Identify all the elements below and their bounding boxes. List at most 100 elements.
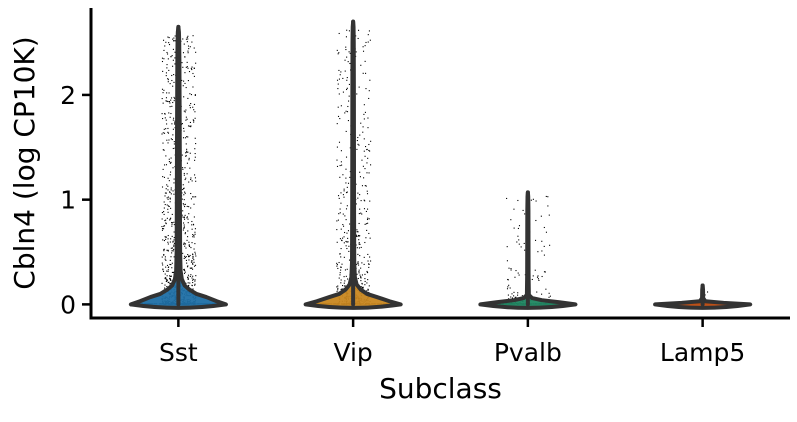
jitter-point — [358, 242, 360, 244]
jitter-point — [186, 136, 188, 138]
jitter-point — [173, 37, 175, 39]
jitter-point — [190, 267, 192, 269]
jitter-point — [345, 245, 347, 247]
jitter-point — [171, 74, 173, 77]
jitter-point — [189, 167, 191, 169]
jitter-point — [347, 230, 350, 232]
jitter-point — [162, 118, 164, 120]
jitter-point — [166, 92, 168, 94]
jitter-point — [344, 285, 346, 287]
jitter-point — [510, 268, 512, 270]
jitter-point — [189, 104, 191, 106]
jitter-point — [345, 182, 347, 184]
jitter-point — [356, 229, 358, 231]
jitter-point — [337, 88, 339, 90]
jitter-point — [191, 224, 193, 226]
jitter-point — [173, 182, 175, 184]
jitter-point — [173, 242, 176, 245]
jitter-point — [187, 38, 189, 40]
jitter-point — [172, 271, 175, 273]
jitter-point — [189, 275, 191, 278]
jitter-point — [336, 290, 338, 292]
jitter-point — [338, 93, 340, 95]
jitter-point — [531, 278, 533, 281]
jitter-point — [365, 88, 367, 90]
jitter-point — [166, 204, 168, 206]
jitter-point — [360, 200, 362, 202]
jitter-point — [344, 231, 346, 234]
jitter-point — [171, 250, 173, 252]
jitter-point — [364, 200, 366, 202]
jitter-point — [188, 206, 190, 208]
jitter-point — [187, 218, 189, 220]
jitter-point — [185, 116, 187, 118]
jitter-point — [167, 250, 169, 252]
jitter-point — [368, 172, 370, 174]
jitter-point — [161, 218, 163, 220]
jitter-point — [189, 245, 191, 247]
jitter-point — [340, 256, 342, 258]
jitter-point — [171, 252, 173, 254]
jitter-point — [169, 191, 171, 193]
jitter-point — [173, 96, 175, 98]
jitter-point — [171, 221, 173, 224]
jitter-point — [194, 233, 196, 235]
jitter-point — [358, 247, 361, 249]
jitter-point — [186, 150, 188, 152]
jitter-point — [167, 189, 169, 191]
y-tick-label: 0 — [60, 290, 76, 319]
jitter-point — [517, 294, 519, 296]
jitter-point — [348, 30, 350, 32]
tick-labels-layer: Sst Vip Pvalb Lamp5 0 1 2 — [60, 81, 745, 367]
jitter-point — [348, 51, 350, 53]
jitter-point — [193, 203, 195, 205]
jitter-point — [192, 236, 194, 238]
jitter-point — [168, 100, 170, 103]
jitter-point — [347, 105, 349, 108]
jitter-point — [518, 274, 520, 276]
jitter-point — [166, 123, 168, 125]
jitter-point — [192, 35, 194, 37]
jitter-point — [166, 249, 168, 251]
jitter-point — [188, 213, 190, 215]
x-tick-label: Pvalb — [494, 338, 562, 367]
jitter-point — [184, 167, 186, 169]
jitter-point — [183, 224, 185, 226]
jitter-point — [161, 229, 163, 231]
jitter-point — [168, 205, 170, 208]
jitter-point — [165, 238, 167, 240]
jitter-point — [336, 265, 338, 267]
jitter-point — [358, 222, 360, 225]
jitter-point — [356, 93, 358, 95]
jitter-point — [188, 284, 190, 287]
jitter-point — [185, 155, 187, 157]
jitter-point — [169, 116, 171, 118]
jitter-point — [340, 269, 342, 271]
jitter-point — [182, 229, 184, 231]
jitter-point — [166, 67, 168, 69]
jitter-point — [171, 123, 173, 125]
jitter-point — [193, 265, 196, 267]
jitter-point — [187, 285, 190, 287]
jitter-point — [165, 277, 167, 279]
jitter-point — [164, 192, 166, 194]
jitter-point — [194, 283, 196, 285]
jitter-point — [370, 140, 372, 142]
jitter-point — [167, 185, 169, 187]
jitter-point — [367, 217, 369, 219]
y-tick-label: 2 — [60, 81, 76, 110]
jitter-point — [370, 164, 372, 166]
jitter-point — [361, 286, 363, 288]
jitter-point — [364, 280, 366, 283]
jitter-point — [171, 55, 173, 57]
jitter-point — [163, 240, 165, 242]
jitter-point — [366, 282, 368, 284]
jitter-point — [361, 262, 363, 264]
jitter-point — [363, 138, 365, 140]
jitter-point — [192, 263, 194, 265]
jitter-point — [339, 212, 341, 214]
jitter-point — [190, 177, 192, 179]
y-axis-label: Cbln4 (log CP10K) — [8, 36, 41, 289]
jitter-point — [169, 106, 171, 108]
jitter-point — [170, 256, 172, 258]
